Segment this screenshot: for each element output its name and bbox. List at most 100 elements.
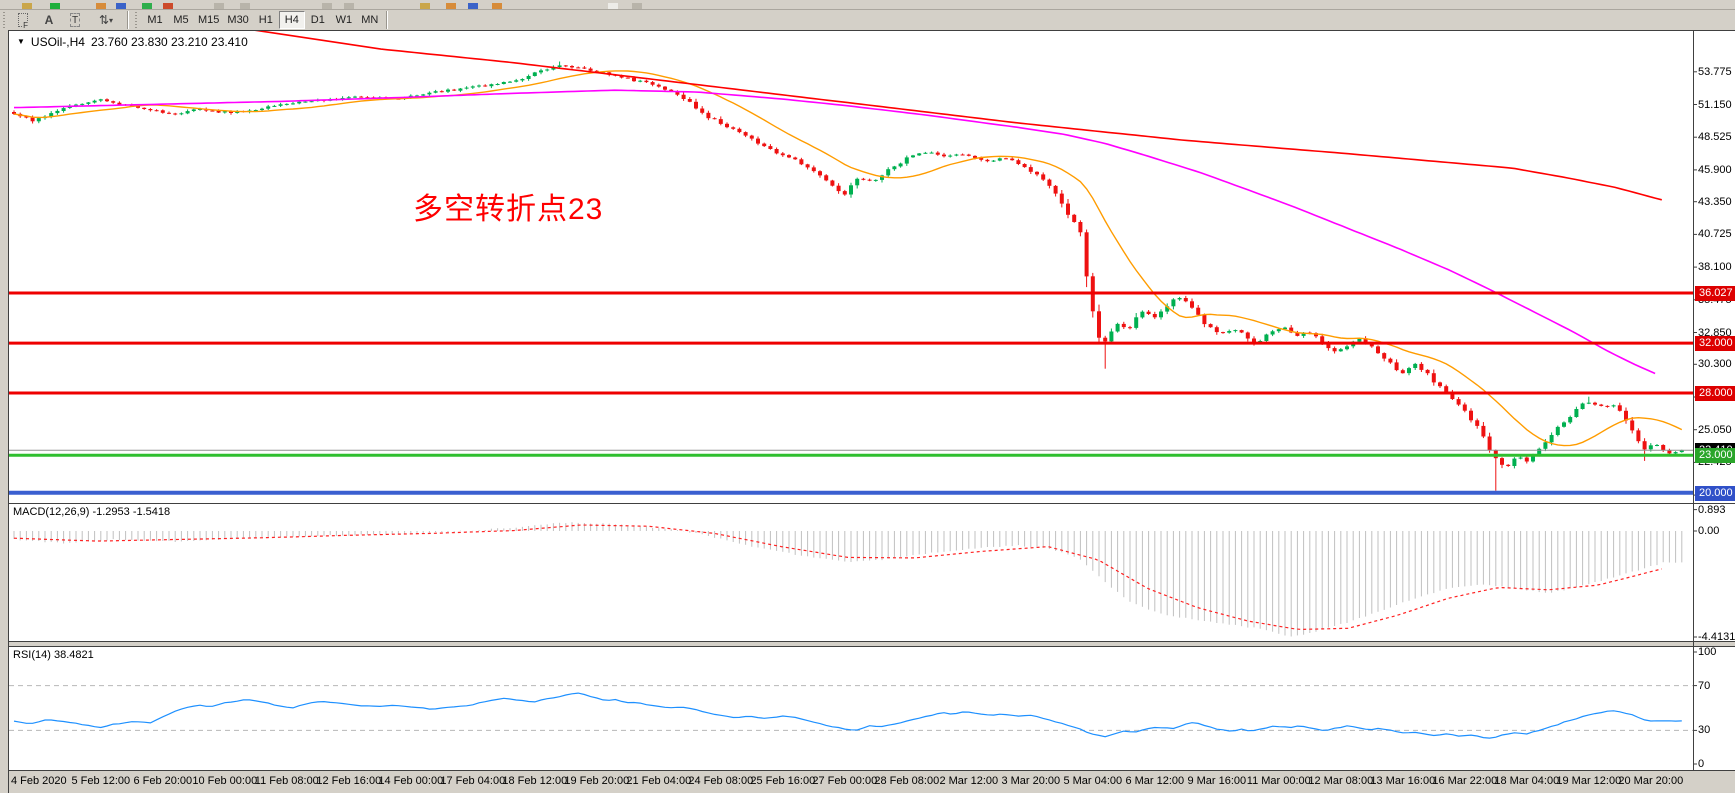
macd-tick-label: 0.893 [1698, 503, 1726, 516]
clipped-icon-fragment [22, 3, 32, 9]
timeframe-button-H4[interactable]: H4 [278, 11, 305, 29]
price-tick-label: 32.850 [1698, 326, 1732, 339]
rsi-tick-label: 70 [1698, 679, 1711, 692]
price-tick-label: 45.900 [1698, 163, 1732, 176]
ohlc-values: 23.760 23.830 23.210 23.410 [90, 35, 248, 49]
date-tick-label: 11 Mar 00:00 [1246, 775, 1311, 787]
toolbar-grip[interactable] [2, 12, 7, 28]
date-tick-label: 6 Feb 20:00 [133, 775, 193, 787]
date-tick-label: 4 Feb 2020 [10, 775, 67, 787]
date-tick-label: 16 Mar 22:00 [1432, 775, 1498, 787]
toolbar-grip[interactable] [134, 12, 139, 28]
price-tick-label: 53.775 [1698, 65, 1732, 78]
date-tick-label: 2 Mar 12:00 [939, 775, 999, 787]
ma-slow [254, 31, 1662, 201]
toolbar-clipped-icons-row [0, 0, 1735, 10]
clipped-icon-fragment [468, 3, 478, 9]
clipped-icon-fragment [240, 3, 250, 9]
clipped-icon-fragment [116, 3, 126, 9]
symbol-row: ▼ USOil-,H4 23.760 23.830 23.210 23.410 [17, 35, 248, 49]
rsi-group [9, 685, 1693, 739]
clipped-icon-fragment [632, 3, 642, 9]
price-level-badge: 36.027 [1695, 285, 1735, 301]
date-tick-label: 5 Mar 04:00 [1063, 775, 1123, 787]
date-tick-label: 10 Feb 00:00 [192, 775, 258, 787]
crosshair-grid-button[interactable]: F [11, 11, 35, 30]
horizontal-lines-group [9, 291, 1693, 495]
ma-mid [13, 89, 1656, 375]
date-tick-label: 5 Feb 12:00 [71, 775, 131, 787]
macd-histogram-group [13, 522, 1683, 637]
toolbar-row: F A T ⇅ ▾ M1 M5 M15 M30 H1 H4 D1 W1 MN [0, 10, 1735, 30]
timeframe-button-H1[interactable]: H1 [252, 11, 279, 29]
chart-annotation-text[interactable]: 多空转折点23 [413, 193, 604, 226]
clipped-icon-fragment [608, 3, 618, 9]
clipped-icon-fragment [322, 3, 332, 9]
date-tick-label: 13 Mar 16:00 [1370, 775, 1436, 787]
rsi-tick-label: 0 [1698, 758, 1705, 770]
date-tick-label: 27 Feb 00:00 [812, 775, 878, 787]
price-level-badge: 32.000 [1695, 336, 1735, 352]
clipped-icon-fragment [214, 3, 224, 9]
macd-signal-line [13, 524, 1662, 631]
price-tick-label: 38.100 [1698, 261, 1732, 274]
date-tick-label: 14 Feb 00:00 [378, 775, 444, 787]
clipped-icon-fragment [142, 3, 152, 9]
date-tick-label: 18 Mar 04:00 [1494, 775, 1560, 787]
text-box-tool-button[interactable]: T [63, 11, 87, 29]
macd-tick-label: 0.00 [1698, 525, 1720, 537]
price-level-badge: 28.000 [1695, 385, 1735, 401]
clipped-icon-fragment [446, 3, 456, 9]
timeframe-button-M30[interactable]: M30 [223, 11, 253, 29]
chart-window[interactable]: ▼ USOil-,H4 23.760 23.830 23.210 23.410 … [8, 30, 1735, 793]
date-tick-label: 24 Feb 08:00 [688, 775, 754, 787]
date-tick-label: 9 Mar 16:00 [1187, 775, 1247, 787]
chart-canvas[interactable] [9, 30, 1735, 793]
moving-averages-group [13, 31, 1683, 447]
clipped-icon-fragment [50, 3, 60, 9]
rsi-pane-label: RSI(14) 38.4821 [13, 649, 94, 661]
macd-tick-label: -4.4131 [1698, 631, 1735, 643]
price-level-badge: 20.000 [1695, 485, 1735, 501]
symbol-label: USOil-,H4 [30, 35, 85, 49]
timeframe-button-M5[interactable]: M5 [168, 11, 194, 29]
price-tick-label: 43.350 [1698, 195, 1732, 208]
drawing-tool-group: F A T ⇅ ▾ [10, 11, 124, 30]
price-tick-label: 40.725 [1698, 228, 1732, 241]
text-box-icon: T [70, 13, 80, 27]
date-tick-label: 12 Mar 08:00 [1308, 775, 1374, 787]
crosshair-grid-icon: F [23, 21, 28, 30]
price-tick-label: 51.150 [1698, 98, 1732, 111]
clipped-icon-fragment [420, 3, 430, 9]
symbol-dropdown-icon[interactable]: ▼ [17, 37, 25, 46]
price-tick-label: 30.300 [1698, 358, 1732, 371]
dropdown-caret-icon: ▾ [109, 15, 114, 25]
date-tick-label: 25 Feb 16:00 [750, 775, 816, 787]
toolbar: F A T ⇅ ▾ M1 M5 M15 M30 H1 H4 D1 W1 MN [0, 0, 1735, 30]
timeframe-button-M15[interactable]: M15 [194, 11, 224, 29]
toolbar-separator [127, 11, 129, 29]
date-tick-label: 17 Feb 04:00 [440, 775, 506, 787]
clipped-icon-fragment [344, 3, 354, 9]
date-tick-label: 6 Mar 12:00 [1125, 775, 1185, 787]
timeframe-button-MN[interactable]: MN [356, 11, 383, 29]
rsi-line [13, 692, 1682, 739]
timeframe-group: M1 M5 M15 M30 H1 H4 D1 W1 MN [142, 11, 383, 29]
arrow-lines-tool-button[interactable]: ⇅ ▾ [89, 11, 123, 29]
time-axis-strip [9, 771, 1735, 793]
price-tick-label: 48.525 [1698, 131, 1732, 144]
pane-borders-group [9, 30, 1735, 775]
timeframe-button-M1[interactable]: M1 [142, 11, 168, 29]
price-level-badge: 23.000 [1695, 448, 1735, 464]
date-tick-label: 18 Feb 12:00 [502, 775, 568, 787]
date-tick-label: 12 Feb 16:00 [316, 775, 382, 787]
timeframe-button-D1[interactable]: D1 [304, 11, 331, 29]
date-tick-label: 21 Feb 04:00 [626, 775, 692, 787]
price-tick-label: 25.050 [1698, 423, 1732, 436]
font-tool-button[interactable]: A [37, 11, 61, 29]
timeframe-button-W1[interactable]: W1 [330, 11, 357, 29]
clipped-icon-fragment [163, 3, 173, 9]
rsi-tick-label: 100 [1698, 646, 1717, 658]
date-tick-label: 28 Feb 08:00 [874, 775, 940, 787]
